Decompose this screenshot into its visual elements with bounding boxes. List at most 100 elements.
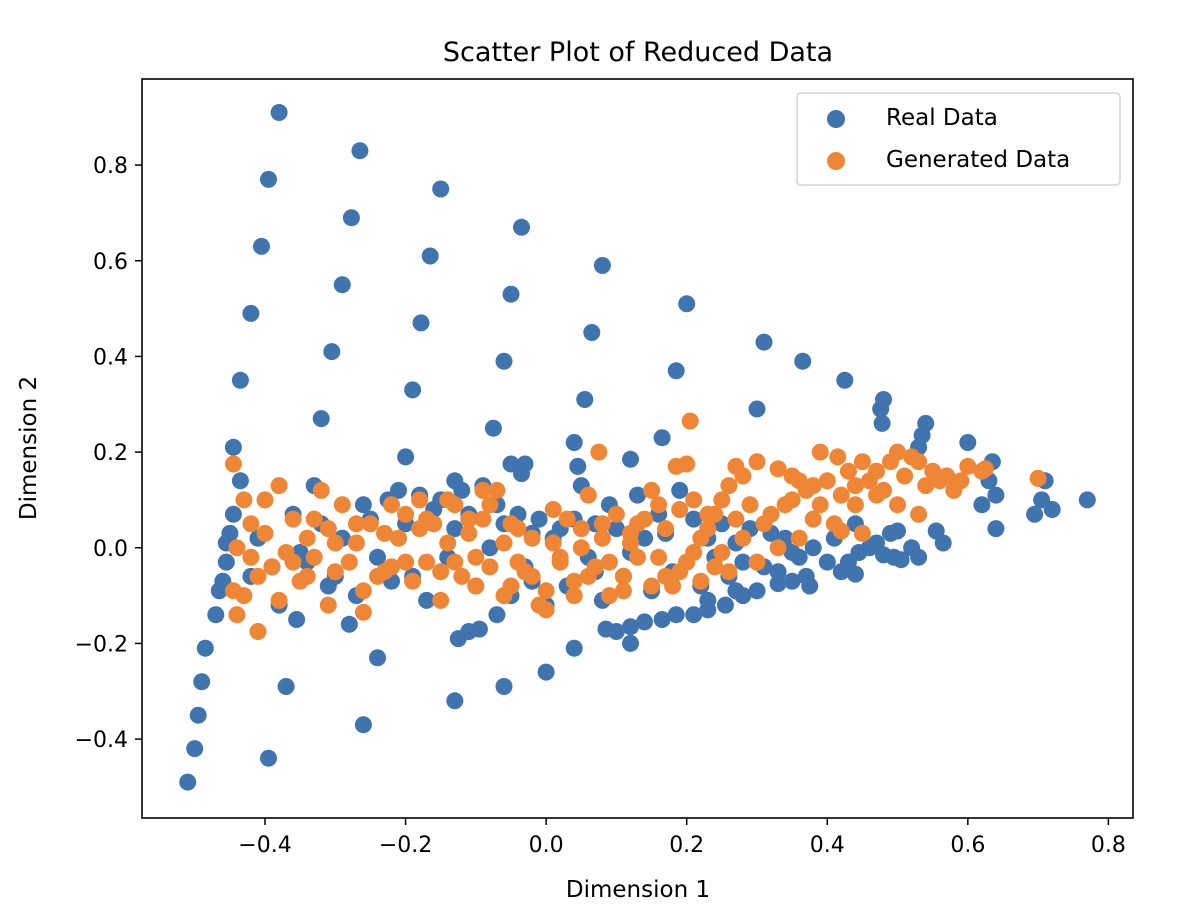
data-point [565,639,583,657]
data-point [249,623,267,640]
data-point [242,304,260,322]
data-point [509,553,527,571]
data-point [720,563,738,581]
data-point [593,257,611,274]
data-point [231,371,249,389]
data-point [421,247,439,265]
data-point [354,496,372,514]
data-point [270,591,288,609]
data-point [467,548,485,566]
data-point [354,603,372,621]
data-point [685,606,703,624]
data-point [783,467,801,485]
legend-marker-real [827,110,845,128]
data-point [569,457,587,475]
data-point [593,515,611,533]
data-point [576,391,594,408]
data-point [643,577,661,595]
data-point [221,524,239,542]
data-point [811,443,829,461]
data-point [439,534,457,552]
data-point [404,381,422,399]
data-point [537,601,555,619]
data-point [811,496,829,514]
data-point [748,453,766,471]
data-point [411,491,429,509]
data-point [959,434,977,451]
data-point [607,520,625,538]
data-point [889,443,906,461]
x-tick-label: 0.2 [669,833,704,858]
data-point [256,491,274,509]
data-point [513,218,530,236]
data-point [544,501,562,518]
data-point [804,477,822,495]
data-point [614,582,632,600]
x-tick-label: 0.4 [810,833,845,858]
data-point [629,486,646,504]
data-point [470,620,488,638]
legend-box [796,92,1121,186]
data-point [973,496,991,514]
data-point [720,477,738,495]
x-tick-label: 0.8 [1091,833,1126,858]
data-point [446,692,464,710]
data-point [530,510,548,528]
data-point [186,740,204,758]
data-point [495,678,513,695]
data-point [657,520,675,538]
data-point [836,371,854,389]
data-point [769,460,787,478]
data-point [284,553,302,571]
data-point [312,481,330,499]
data-point [228,606,246,624]
data-point [453,567,471,585]
data-point [305,548,323,566]
data-point [931,472,949,490]
data-point [671,501,689,518]
data-point [685,510,703,528]
data-point [351,142,369,160]
data-point [284,510,302,528]
data-point [288,611,306,628]
data-point [748,582,766,600]
data-point [987,486,1005,504]
data-point [558,510,576,528]
data-point [776,496,794,514]
data-point [727,510,745,528]
data-point [242,548,260,566]
data-point [804,539,822,557]
data-point [179,773,197,791]
data-point [741,496,759,514]
data-point [832,563,850,581]
data-point [565,587,583,605]
y-tick-label: 0.0 [93,537,128,562]
data-point [397,505,415,523]
data-point [404,572,422,590]
data-point [319,520,337,538]
data-point [868,462,885,480]
data-point [502,515,520,533]
data-point [657,567,675,585]
data-point [513,465,530,483]
data-point [390,529,407,547]
data-point [692,529,710,547]
data-point [622,534,639,552]
data-point [667,362,685,380]
data-point [305,510,323,528]
data-point [502,285,520,303]
data-point [790,529,808,547]
data-point [253,237,270,255]
data-point [804,510,822,528]
data-point [481,539,499,557]
x-tick-label: 0.6 [950,833,985,858]
data-point [629,515,646,533]
data-point [256,524,274,542]
data-point [882,524,899,542]
data-point [488,481,506,499]
data-point [323,343,341,361]
data-point [713,544,731,561]
data-point [846,565,864,583]
data-point [839,462,857,480]
data-point [755,333,773,351]
